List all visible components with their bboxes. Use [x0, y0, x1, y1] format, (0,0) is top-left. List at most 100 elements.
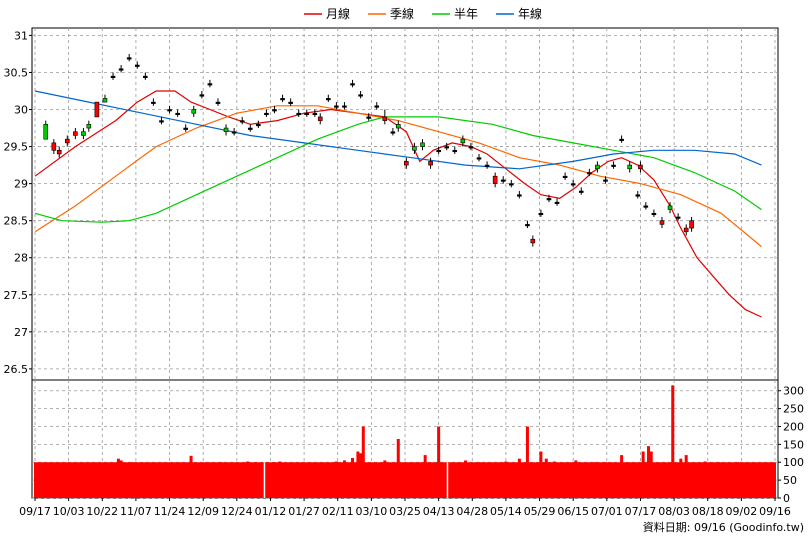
candle-body	[207, 83, 213, 86]
x-tick-label: 09/16	[759, 505, 791, 518]
price-y-axis: 31 30.5 30 29.5 29 28.5 28 27.5 27 26.5	[4, 29, 32, 376]
volume-bar	[219, 462, 223, 498]
legend-label-yearly: 年線	[518, 6, 542, 21]
candle-body	[73, 131, 78, 136]
volume-bar	[464, 460, 468, 498]
candle-body	[554, 201, 560, 204]
candle-body	[326, 98, 331, 101]
candle-body	[460, 138, 466, 144]
x-tick-label: 03/25	[389, 505, 421, 518]
price-y-tick-label: 27.5	[4, 289, 29, 302]
volume-bar	[504, 461, 508, 498]
candle-body	[500, 179, 506, 182]
candle-body	[358, 94, 363, 97]
x-tick-label: 04/13	[423, 505, 455, 518]
candle-body	[296, 112, 302, 116]
candle-body	[667, 205, 673, 210]
volume-bar	[477, 462, 481, 498]
candle-body	[280, 98, 285, 101]
legend-item-quarterly: 季線	[368, 6, 414, 21]
volume-bar	[356, 451, 360, 498]
legend: 月線 季線 半年 年線	[304, 6, 542, 21]
candle-body	[239, 120, 245, 123]
x-tick-label: 01/12	[255, 505, 287, 518]
candle-body	[689, 220, 694, 229]
x-tick-label: 02/11	[322, 505, 354, 518]
candle-body	[638, 164, 643, 170]
x-tick-label: 05/29	[524, 505, 556, 518]
x-tick-label: 09/02	[726, 505, 758, 518]
x-tick-label: 12/09	[187, 505, 219, 518]
candle-body	[334, 105, 339, 108]
candle-body	[412, 146, 417, 151]
candle-body	[143, 75, 148, 78]
volume-bar	[647, 446, 651, 498]
volume-bar	[539, 451, 543, 498]
legend-label-monthly: 月線	[326, 6, 350, 21]
volume-bar	[671, 385, 675, 498]
volume-bar	[703, 461, 707, 498]
price-y-tick-label: 30.5	[4, 66, 29, 79]
x-axis: 09/17 10/03 10/22 11/07 11/24 12/09 12/24 01/12…	[19, 498, 791, 518]
x-tick-label: 07/17	[625, 505, 657, 518]
candle-body	[175, 112, 180, 116]
legend-item-half-year: 半年	[432, 7, 478, 21]
candle-body	[643, 205, 649, 208]
data-date-footer: 資料日期: 09/16 (Goodinfo.tw)	[643, 520, 804, 534]
candle-body	[102, 98, 108, 103]
candle-body	[317, 116, 323, 121]
candle-body	[390, 131, 396, 134]
volume-bar	[620, 455, 624, 498]
volume-bar	[552, 461, 556, 498]
volume-y-axis: 300 250 200 150 100 50 0	[778, 385, 804, 505]
candle-body	[56, 149, 62, 155]
candle-body	[570, 183, 576, 186]
volume-bar	[116, 458, 120, 498]
candle-body	[619, 138, 624, 141]
volume-y-tick-label: 50	[783, 474, 797, 487]
volume-y-tick-label: 250	[783, 403, 804, 416]
candle-body	[264, 112, 269, 116]
price-y-tick-label: 28.5	[4, 215, 29, 228]
moving-average-line	[34, 90, 762, 170]
candle-body	[525, 224, 530, 227]
candle-body	[428, 161, 433, 166]
volume-bar	[593, 462, 597, 498]
volume-bar	[423, 455, 427, 498]
candle-body	[94, 101, 100, 118]
candle-body	[517, 194, 522, 197]
volume-bar	[361, 426, 365, 498]
candle-body	[215, 101, 221, 104]
candle-body	[436, 149, 441, 153]
volume-gap	[446, 462, 449, 498]
volume-bar	[359, 453, 363, 498]
volume-bar	[525, 426, 529, 498]
volume-bar	[649, 451, 653, 498]
volume-bar	[383, 460, 387, 498]
volume-bar	[119, 460, 123, 498]
candle-body	[256, 124, 261, 127]
candle-body	[342, 105, 347, 108]
candle-body	[587, 172, 592, 175]
volume-bar	[735, 462, 739, 498]
volume-bar	[517, 458, 521, 498]
candle-body	[651, 212, 657, 216]
volume-y-tick-label: 150	[783, 438, 804, 451]
volume-gap	[263, 462, 266, 498]
volume-bar	[351, 457, 355, 498]
candle-body	[134, 64, 140, 67]
candle-body	[404, 161, 409, 166]
x-tick-label: 11/07	[120, 505, 152, 518]
volume-y-tick-label: 0	[783, 492, 790, 505]
candle-body	[288, 101, 293, 104]
candle-body	[312, 112, 318, 116]
volume-bar	[272, 462, 276, 498]
price-y-tick-label: 29	[14, 178, 28, 191]
candle-body	[508, 183, 514, 186]
candle-body	[452, 149, 458, 153]
candle-body	[304, 112, 310, 116]
x-tick-label: 04/28	[456, 505, 488, 518]
candle-body	[578, 190, 584, 193]
candle-body	[118, 68, 124, 71]
